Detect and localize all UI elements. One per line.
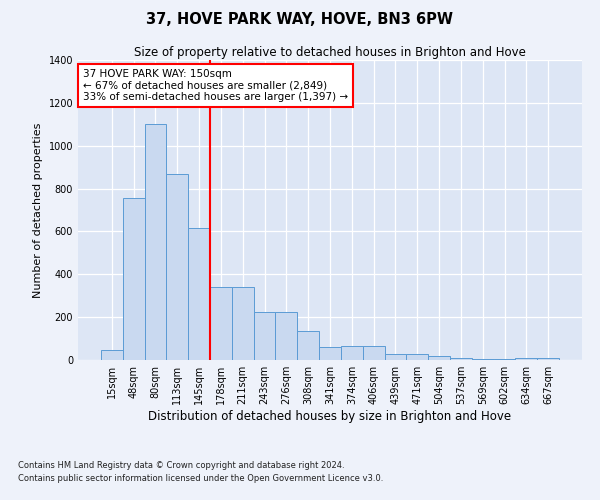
Text: Contains HM Land Registry data © Crown copyright and database right 2024.: Contains HM Land Registry data © Crown c… xyxy=(18,460,344,469)
Bar xyxy=(145,124,166,360)
Bar xyxy=(537,358,559,360)
Bar xyxy=(275,312,297,360)
Text: 37, HOVE PARK WAY, HOVE, BN3 6PW: 37, HOVE PARK WAY, HOVE, BN3 6PW xyxy=(146,12,454,28)
Bar xyxy=(254,312,275,360)
Bar xyxy=(101,350,123,360)
X-axis label: Distribution of detached houses by size in Brighton and Hove: Distribution of detached houses by size … xyxy=(148,410,512,423)
Text: Contains public sector information licensed under the Open Government Licence v3: Contains public sector information licen… xyxy=(18,474,383,483)
Bar xyxy=(385,354,406,360)
Bar xyxy=(297,331,319,360)
Bar xyxy=(166,174,188,360)
Y-axis label: Number of detached properties: Number of detached properties xyxy=(33,122,43,298)
Bar xyxy=(472,359,494,360)
Bar xyxy=(210,287,232,360)
Bar xyxy=(188,228,210,360)
Bar xyxy=(450,358,472,360)
Bar xyxy=(494,359,515,360)
Text: 37 HOVE PARK WAY: 150sqm
← 67% of detached houses are smaller (2,849)
33% of sem: 37 HOVE PARK WAY: 150sqm ← 67% of detach… xyxy=(83,69,348,102)
Bar xyxy=(515,358,537,360)
Bar xyxy=(123,198,145,360)
Bar xyxy=(428,356,450,360)
Bar xyxy=(341,346,363,360)
Bar xyxy=(406,354,428,360)
Bar xyxy=(363,346,385,360)
Bar xyxy=(232,287,254,360)
Bar xyxy=(319,347,341,360)
Title: Size of property relative to detached houses in Brighton and Hove: Size of property relative to detached ho… xyxy=(134,46,526,59)
